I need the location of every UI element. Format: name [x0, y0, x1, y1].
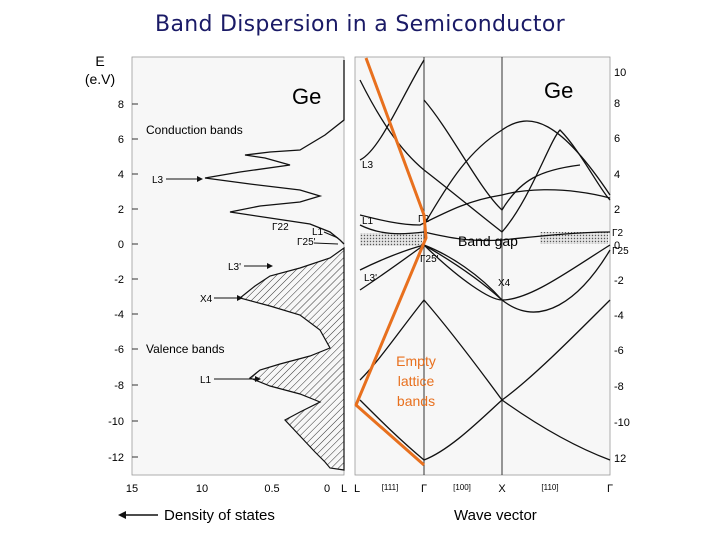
k-label-X: X — [498, 483, 506, 495]
energy-axis-label: E (e.V) — [80, 52, 120, 88]
left-tick-4: 4 — [118, 169, 124, 181]
arrow-G25 — [313, 242, 339, 245]
empty-lattice-label-line1: Empty — [396, 353, 436, 369]
empty-lattice-band-line — [354, 57, 428, 467]
wave-vector-label: Wave vector — [454, 507, 537, 524]
band-material-label: Ge — [544, 78, 573, 103]
dos-x-tick-10: 10 — [196, 483, 208, 495]
right-tick-0: 0 — [614, 240, 620, 252]
slide-title: Band Dispersion in a Semiconductor — [155, 12, 565, 37]
left-tick-m12: -12 — [108, 452, 124, 464]
direction-100: [100] — [453, 483, 471, 492]
left-tick-8: 8 — [118, 99, 124, 111]
dos-point-L1: L1 — [312, 227, 324, 238]
band-point-L3p: L3' — [364, 273, 377, 284]
left-tick-m8: -8 — [114, 380, 124, 392]
density-of-states-label: Density of states — [164, 507, 275, 524]
right-energy-ticks: 10 8 6 4 2 0 -2 -4 -6 -8 -10 12 — [614, 67, 630, 465]
right-tick-4: 4 — [614, 169, 620, 181]
arrowhead-X4 — [237, 295, 243, 301]
band-gap-region-left — [360, 233, 422, 246]
dos-x-tick-05: 0.5 — [264, 483, 279, 495]
band-panel: 10 8 6 4 2 0 -2 -4 -6 -8 -10 12 L3 L1 L3… — [354, 56, 630, 495]
dos-x-ticks: 15 10 0.5 0 L — [126, 483, 347, 495]
direction-111: [111] — [382, 483, 399, 492]
dos-point-X4: X4 — [200, 294, 213, 305]
dos-material-label: Ge — [292, 84, 321, 109]
dos-x-tick-0: 0 — [324, 483, 330, 495]
band-point-L1: L1 — [362, 216, 374, 227]
conduction-dos-curve — [204, 60, 345, 245]
dos-point-L3p: L3' — [228, 262, 241, 273]
right-tick-8: 8 — [614, 98, 620, 110]
energy-axis-symbol: E — [95, 53, 105, 69]
band-gap-label: Band gap — [458, 233, 518, 249]
empty-lattice-label-line2: lattice — [398, 373, 435, 389]
band-point-G2-right: Γ2 — [612, 228, 624, 239]
right-tick-m6: -6 — [614, 345, 624, 357]
right-tick-10: 10 — [614, 67, 626, 79]
right-tick-m10: -10 — [614, 417, 630, 429]
band-point-L3: L3 — [362, 160, 374, 171]
band-point-G25: Γ25' — [420, 254, 439, 265]
k-label-L: L — [354, 483, 360, 495]
left-tick-6: 6 — [118, 134, 124, 146]
dos-point-G2: Γ22 — [272, 222, 289, 233]
valence-bands-label: Valence bands — [146, 342, 225, 356]
left-tick-2: 2 — [118, 204, 124, 216]
k-axis-labels: L Γ X Γ [111] [100] [110] — [354, 483, 613, 495]
direction-110: [110] — [541, 483, 558, 492]
right-tick-m4: -4 — [614, 310, 624, 322]
dos-arrowhead — [118, 511, 126, 519]
right-tick-m2: -2 — [614, 275, 624, 287]
dos-point-L3: L3 — [152, 175, 164, 186]
valence-dos-area — [238, 246, 345, 471]
right-tick-m8: -8 — [614, 381, 624, 393]
right-tick-6: 6 — [614, 133, 620, 145]
k-label-Gamma: Γ — [421, 483, 427, 495]
conduction-bands-label: Conduction bands — [146, 123, 243, 137]
left-energy-ticks: 8 6 4 2 0 -2 -4 -6 -8 -10 -12 — [108, 99, 138, 464]
arrowhead-L1-valence — [255, 376, 261, 382]
left-tick-0: 0 — [118, 239, 124, 251]
dos-panel: 8 6 4 2 0 -2 -4 -6 -8 -10 -12 15 10 0.5 … — [108, 56, 347, 495]
left-tick-m2: -2 — [114, 274, 124, 286]
dos-corner-label: L — [341, 483, 347, 495]
band-point-X4: X4 — [498, 278, 511, 289]
energy-axis-unit: (e.V) — [84, 71, 116, 87]
dos-x-tick-15: 15 — [126, 483, 138, 495]
left-tick-m6: -6 — [114, 344, 124, 356]
dos-point-L1-valence: L1 — [200, 375, 212, 386]
left-tick-m4: -4 — [114, 309, 124, 321]
empty-lattice-label-line3: bands — [397, 393, 435, 409]
right-tick-m12: 12 — [614, 453, 626, 465]
dos-point-labels: L3 L1 Γ22 Γ25' L3' X4 L1 — [152, 175, 339, 386]
band-point-G25-right: Γ25 — [612, 246, 629, 257]
arrowhead-L3p — [267, 263, 273, 269]
band-panel-frame — [354, 56, 611, 476]
left-tick-m10: -10 — [108, 416, 124, 428]
arrowhead-L3 — [197, 176, 203, 182]
right-tick-2: 2 — [614, 204, 620, 216]
band-curves — [359, 59, 611, 461]
arrow-L1 — [323, 231, 339, 239]
k-label-Gamma-right: Γ — [607, 483, 613, 495]
dos-point-G25: Γ25' — [297, 237, 316, 248]
